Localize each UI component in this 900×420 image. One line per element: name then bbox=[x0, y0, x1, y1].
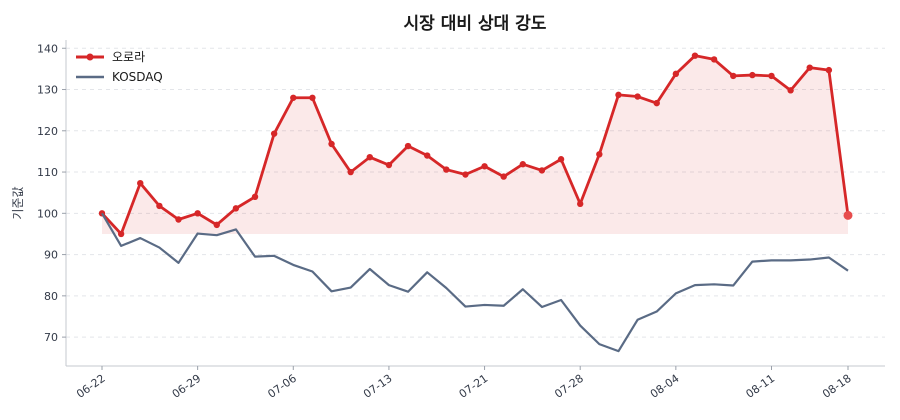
y-tick-label: 110 bbox=[37, 166, 58, 179]
series-layer bbox=[98, 52, 853, 353]
series-point bbox=[462, 171, 469, 178]
x-tick-label: 07-06 bbox=[265, 372, 299, 401]
y-tick-label: 90 bbox=[44, 249, 58, 262]
legend-label-series-2: KOSDAQ bbox=[112, 70, 163, 84]
series-point bbox=[137, 179, 144, 187]
grid-layer bbox=[66, 47, 885, 338]
series-point bbox=[500, 173, 507, 180]
y-tick-label: 100 bbox=[37, 207, 58, 220]
series-point bbox=[577, 200, 584, 208]
series-point bbox=[328, 140, 335, 148]
series-point bbox=[596, 151, 603, 158]
series-point bbox=[309, 94, 316, 101]
series-point bbox=[175, 216, 182, 223]
series-point bbox=[423, 152, 431, 159]
x-tick-label: 07-28 bbox=[552, 372, 586, 401]
fill-layer bbox=[102, 55, 848, 234]
x-tick-label: 07-13 bbox=[361, 372, 395, 401]
series-point bbox=[672, 70, 680, 78]
series-point bbox=[385, 161, 393, 169]
x-tick-layer: 06-22 06-29 07-06 07-13 07-21 07-28 08-04 08-11… bbox=[74, 366, 854, 401]
x-tick-label: 08-11 bbox=[744, 372, 778, 401]
series-point bbox=[213, 221, 220, 229]
y-tick-layer: 70 80 90 100 110 120 130 140 bbox=[37, 42, 66, 344]
series-point bbox=[538, 167, 546, 174]
series-point bbox=[290, 94, 297, 101]
series-point bbox=[691, 52, 699, 59]
x-tick-label: 08-18 bbox=[820, 372, 854, 401]
y-axis-label: 기준값 bbox=[11, 186, 25, 219]
series-point bbox=[653, 99, 660, 107]
series-point bbox=[194, 210, 201, 217]
series-line-2 bbox=[101, 212, 849, 353]
series-point bbox=[615, 91, 622, 99]
x-tick-label: 07-21 bbox=[457, 372, 491, 401]
series-fill-area bbox=[102, 55, 848, 234]
y-tick-label: 130 bbox=[37, 84, 58, 97]
series-point bbox=[806, 64, 813, 71]
y-tick-label: 80 bbox=[44, 290, 58, 303]
series-point bbox=[634, 93, 641, 100]
series-point bbox=[710, 56, 718, 63]
series-point bbox=[730, 72, 737, 80]
series-point bbox=[347, 168, 354, 176]
series-point-last bbox=[843, 210, 853, 220]
series-point bbox=[481, 163, 488, 170]
series-point bbox=[825, 66, 833, 74]
series-point bbox=[749, 71, 756, 79]
series-point bbox=[232, 205, 240, 212]
series-point bbox=[557, 156, 565, 163]
legend: 오로라 KOSDAQ bbox=[76, 50, 163, 84]
axes-layer bbox=[65, 40, 885, 367]
series-point bbox=[787, 87, 794, 94]
series-point bbox=[519, 161, 527, 168]
series-point bbox=[404, 142, 412, 150]
chart-title: 시장 대비 상대 강도 bbox=[404, 14, 547, 34]
series-point bbox=[443, 166, 450, 173]
x-tick-label: 08-04 bbox=[648, 372, 682, 401]
series-point bbox=[251, 193, 259, 201]
x-tick-label: 06-29 bbox=[170, 372, 204, 401]
series-point bbox=[117, 230, 125, 238]
series-line-1 bbox=[100, 54, 850, 236]
y-tick-label: 120 bbox=[37, 125, 58, 138]
series-point bbox=[270, 130, 278, 137]
legend-marker-series-1 bbox=[86, 53, 94, 61]
y-tick-label: 140 bbox=[37, 42, 58, 55]
series-point bbox=[366, 153, 373, 161]
series-point bbox=[156, 202, 163, 210]
series-point bbox=[768, 72, 775, 80]
legend-label-series-1: 오로라 bbox=[112, 50, 145, 64]
x-tick-label: 06-22 bbox=[74, 372, 108, 401]
y-tick-label: 70 bbox=[44, 331, 58, 344]
